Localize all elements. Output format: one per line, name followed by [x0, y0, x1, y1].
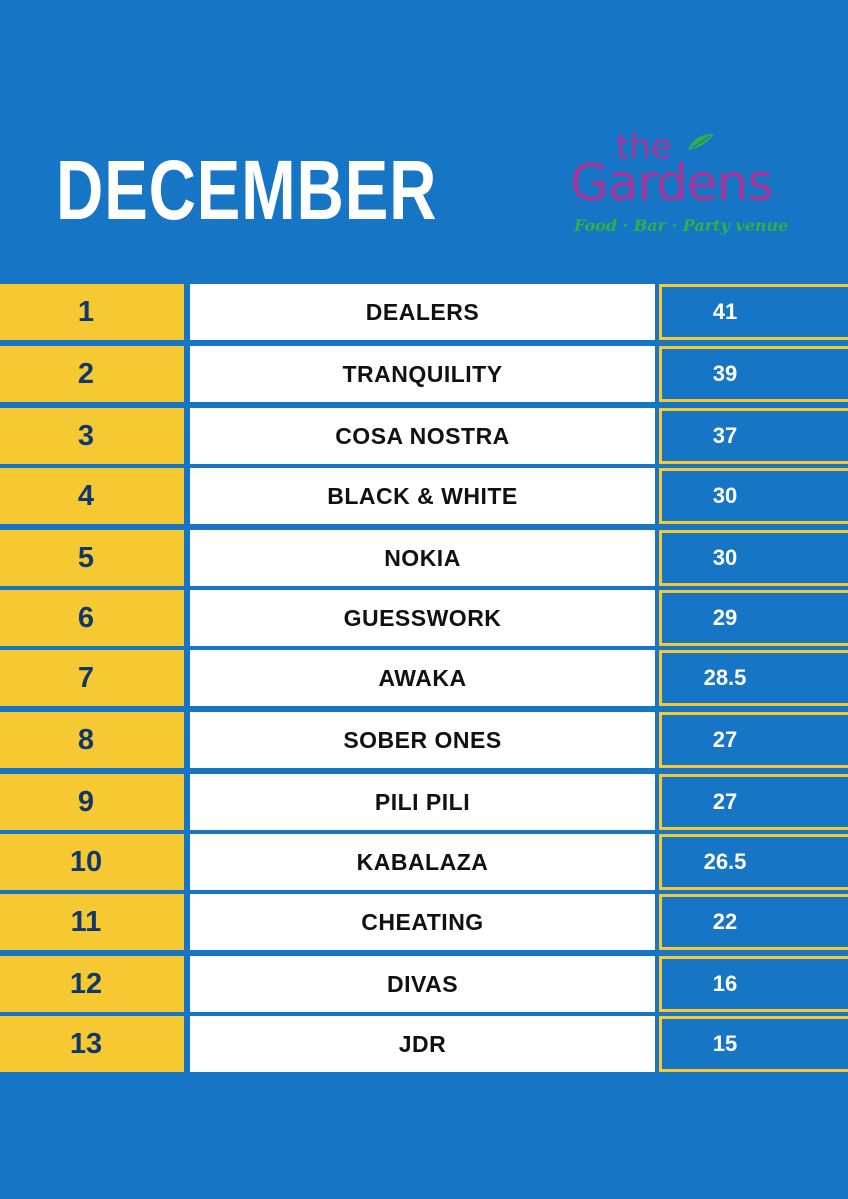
logo-name-text: Gardens	[570, 154, 773, 212]
score-cell: 16	[659, 956, 848, 1012]
score-cell: 37	[659, 408, 848, 464]
team-name-cell: TRANQUILITY	[190, 346, 655, 402]
rank-cell: 2	[0, 346, 184, 402]
score-cell: 30	[659, 468, 848, 524]
score-cell: 27	[659, 774, 848, 830]
score-cell: 30	[659, 530, 848, 586]
page-title: DECEMBER	[56, 143, 438, 237]
score-cell: 28.5	[659, 650, 848, 706]
leaf-icon	[688, 134, 714, 150]
team-name-cell: GUESSWORK	[190, 590, 655, 646]
team-name-cell: DIVAS	[190, 956, 655, 1012]
team-name-cell: AWAKA	[190, 650, 655, 706]
table-row: 13 JDR 15	[0, 1016, 848, 1072]
score-cell: 27	[659, 712, 848, 768]
team-name-cell: NOKIA	[190, 530, 655, 586]
rank-cell: 4	[0, 468, 184, 524]
rank-cell: 13	[0, 1016, 184, 1072]
table-row: 7 AWAKA 28.5	[0, 650, 848, 706]
table-row: 6 GUESSWORK 29	[0, 590, 848, 646]
table-row: 10 KABALAZA 26.5	[0, 834, 848, 890]
table-row: 9 PILI PILI 27	[0, 774, 848, 830]
table-row: 11 CHEATING 22	[0, 894, 848, 950]
score-cell: 22	[659, 894, 848, 950]
team-name-cell: KABALAZA	[190, 834, 655, 890]
rank-cell: 7	[0, 650, 184, 706]
rank-cell: 3	[0, 408, 184, 464]
logo-tagline: Food · Bar · Party venue	[574, 216, 789, 235]
team-name-cell: JDR	[190, 1016, 655, 1072]
score-cell: 26.5	[659, 834, 848, 890]
logo-the-text: the	[616, 127, 672, 167]
rank-cell: 5	[0, 530, 184, 586]
score-cell: 39	[659, 346, 848, 402]
rank-cell: 10	[0, 834, 184, 890]
team-name-cell: COSA NOSTRA	[190, 408, 655, 464]
rank-cell: 12	[0, 956, 184, 1012]
rank-cell: 8	[0, 712, 184, 768]
team-name-cell: BLACK & WHITE	[190, 468, 655, 524]
score-cell: 41	[659, 284, 848, 340]
score-cell: 15	[659, 1016, 848, 1072]
team-name-cell: PILI PILI	[190, 774, 655, 830]
rank-cell: 6	[0, 590, 184, 646]
table-row: 4 BLACK & WHITE 30	[0, 468, 848, 524]
the-gardens-logo: the Gardens Food · Bar · Party venue	[570, 130, 810, 245]
table-row: 1 DEALERS 41	[0, 284, 848, 340]
table-row: 5 NOKIA 30	[0, 530, 848, 586]
score-cell: 29	[659, 590, 848, 646]
rank-cell: 9	[0, 774, 184, 830]
table-row: 3 COSA NOSTRA 37	[0, 408, 848, 464]
rank-cell: 1	[0, 284, 184, 340]
rank-cell: 11	[0, 894, 184, 950]
team-name-cell: CHEATING	[190, 894, 655, 950]
team-name-cell: SOBER ONES	[190, 712, 655, 768]
table-row: 2 TRANQUILITY 39	[0, 346, 848, 402]
table-row: 8 SOBER ONES 27	[0, 712, 848, 768]
team-name-cell: DEALERS	[190, 284, 655, 340]
table-row: 12 DIVAS 16	[0, 956, 848, 1012]
